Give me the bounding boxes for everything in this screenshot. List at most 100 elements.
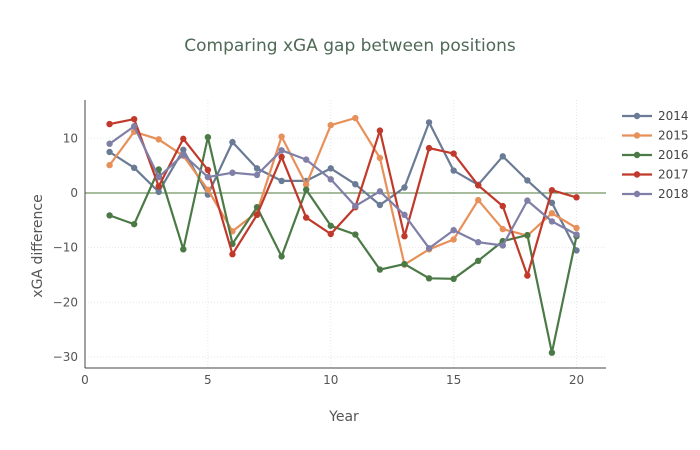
data-point	[327, 222, 334, 229]
data-point	[376, 127, 384, 134]
data-point	[376, 201, 384, 209]
data-point	[278, 133, 285, 140]
data-point	[376, 188, 384, 195]
legend-item-2017[interactable]: 2017	[622, 168, 689, 182]
data-point	[548, 218, 556, 225]
data-point	[278, 153, 285, 161]
legend-item-2018[interactable]: 2018	[622, 187, 689, 201]
data-point	[155, 173, 162, 181]
legend-label: 2016	[658, 148, 689, 162]
data-point	[376, 154, 384, 162]
data-point	[450, 275, 457, 283]
data-point	[155, 183, 162, 190]
data-point	[524, 272, 531, 279]
x-tick-label: 5	[204, 373, 212, 387]
y-tick-label: −10	[53, 241, 78, 255]
legend-label: 2015	[658, 129, 689, 143]
data-point	[302, 156, 310, 163]
series-2018	[106, 123, 580, 252]
data-point	[155, 188, 162, 196]
series-line-2018	[108, 125, 578, 250]
data-point	[130, 115, 138, 123]
data-point	[499, 153, 506, 160]
x-axis-title: Year	[328, 409, 359, 425]
data-point	[106, 120, 113, 128]
data-point	[106, 161, 113, 169]
x-tick-label: 10	[323, 373, 338, 387]
data-point	[229, 138, 236, 146]
series-line-2015	[108, 116, 578, 266]
data-point	[352, 181, 359, 188]
data-point	[229, 169, 236, 176]
data-point	[253, 165, 261, 172]
data-point	[450, 167, 457, 174]
data-point	[499, 242, 506, 249]
data-point	[253, 211, 261, 219]
legend-label: 2017	[658, 168, 689, 182]
data-point	[302, 181, 310, 188]
data-point	[327, 165, 334, 172]
data-point	[278, 177, 285, 185]
data-point	[204, 186, 212, 193]
data-point	[401, 184, 408, 191]
data-point	[475, 239, 482, 246]
legend-swatch-marker	[633, 171, 641, 178]
legend-item-2015[interactable]: 2015	[622, 129, 689, 143]
data-point	[327, 230, 334, 238]
data-point	[401, 211, 408, 219]
data-point	[302, 186, 310, 193]
legend-swatch-marker	[633, 151, 641, 159]
x-tick-label: 0	[81, 373, 89, 387]
data-point	[253, 171, 261, 179]
data-point	[548, 199, 556, 207]
data-point	[180, 146, 187, 153]
y-tick-label: 0	[70, 186, 78, 200]
data-point	[548, 210, 556, 217]
data-point	[425, 245, 433, 252]
legend-label: 2018	[658, 187, 689, 201]
data-point	[425, 275, 433, 282]
series-2016	[106, 133, 580, 356]
data-point	[130, 220, 138, 228]
data-point	[475, 196, 482, 204]
series-line-2016	[109, 136, 578, 354]
data-point	[155, 166, 162, 173]
data-point	[352, 202, 359, 210]
data-point	[573, 224, 580, 232]
data-point	[524, 177, 531, 184]
data-point	[548, 187, 556, 194]
data-point	[425, 119, 433, 126]
x-tick-label: 20	[569, 373, 584, 387]
data-point	[327, 121, 334, 129]
legend-item-2014[interactable]: 2014	[622, 109, 689, 123]
data-point	[475, 257, 482, 264]
chart-title: Comparing xGA gap between positions	[184, 36, 516, 56]
data-point	[155, 136, 162, 143]
legend-swatch-marker	[633, 132, 641, 139]
data-point	[106, 148, 113, 156]
legend-item-2016[interactable]: 2016	[622, 148, 689, 162]
data-point	[499, 202, 506, 210]
data-point	[106, 140, 113, 147]
y-axis-title: xGA difference	[30, 194, 46, 297]
data-point	[180, 151, 187, 158]
data-point	[130, 123, 138, 130]
data-point	[229, 251, 236, 258]
data-point	[180, 135, 187, 143]
series-lines	[106, 114, 580, 356]
legend-swatch-marker	[633, 190, 641, 198]
data-point	[130, 164, 138, 172]
data-point	[278, 253, 285, 260]
data-point	[278, 147, 285, 154]
legend-swatch-marker	[633, 112, 641, 120]
data-point	[450, 226, 457, 234]
series-2017	[106, 115, 580, 279]
series-line-2017	[109, 117, 577, 277]
y-tick-label: −20	[53, 295, 78, 309]
data-point	[450, 150, 457, 157]
legend[interactable]: 2014 2015 2016 2017 2018	[622, 109, 689, 201]
data-point	[180, 246, 187, 253]
data-point	[548, 349, 556, 356]
